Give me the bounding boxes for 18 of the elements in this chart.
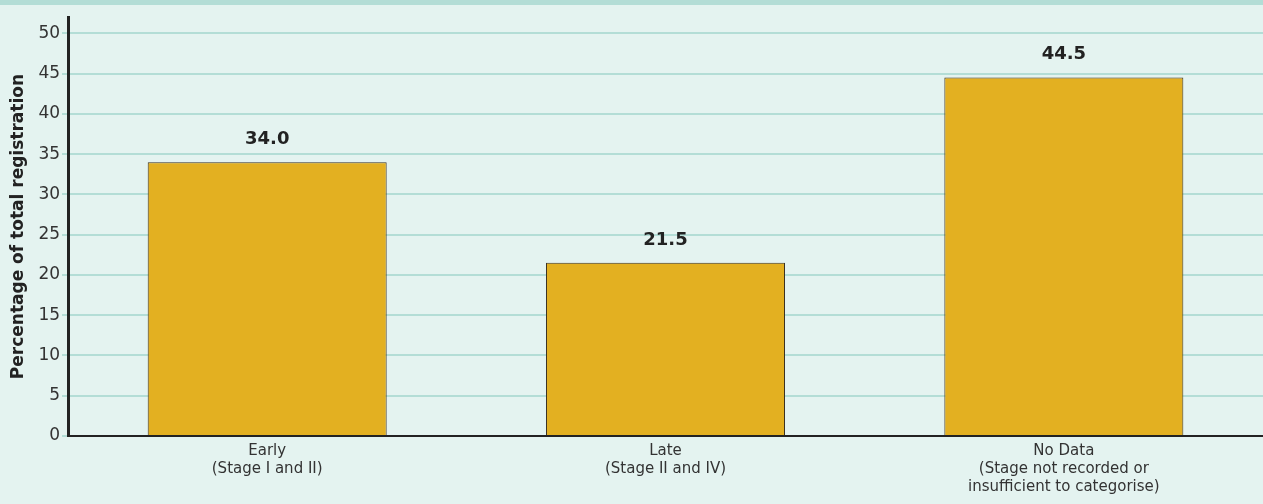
y-tick-label: 40 [38, 102, 61, 123]
y-tick-label: 5 [49, 384, 61, 405]
y-tick-label: 45 [38, 62, 61, 82]
y-tick-label: 15 [38, 303, 61, 324]
data-label: 44.5 [1041, 42, 1087, 64]
y-tick-label: 25 [38, 223, 61, 244]
x-tick-label: No Data (Stage not recorded or insufficient to categorise) [968, 440, 1160, 495]
y-tick-label: 0 [49, 424, 61, 445]
y-tick-label: 50 [38, 21, 61, 42]
x-tick-label: Early (Stage I and II) [211, 440, 323, 477]
y-tick-label: 30 [38, 182, 61, 203]
y-axis-title: Percentage of total registration [6, 74, 27, 380]
data-label: 21.5 [643, 227, 688, 249]
y-tick-label: 10 [38, 343, 61, 364]
x-tick-label: Late (Stage II and IV) [604, 440, 727, 477]
data-label: 34.0 [244, 126, 290, 148]
y-tick-label: 20 [38, 263, 61, 284]
y-tick-label: 35 [38, 142, 61, 163]
